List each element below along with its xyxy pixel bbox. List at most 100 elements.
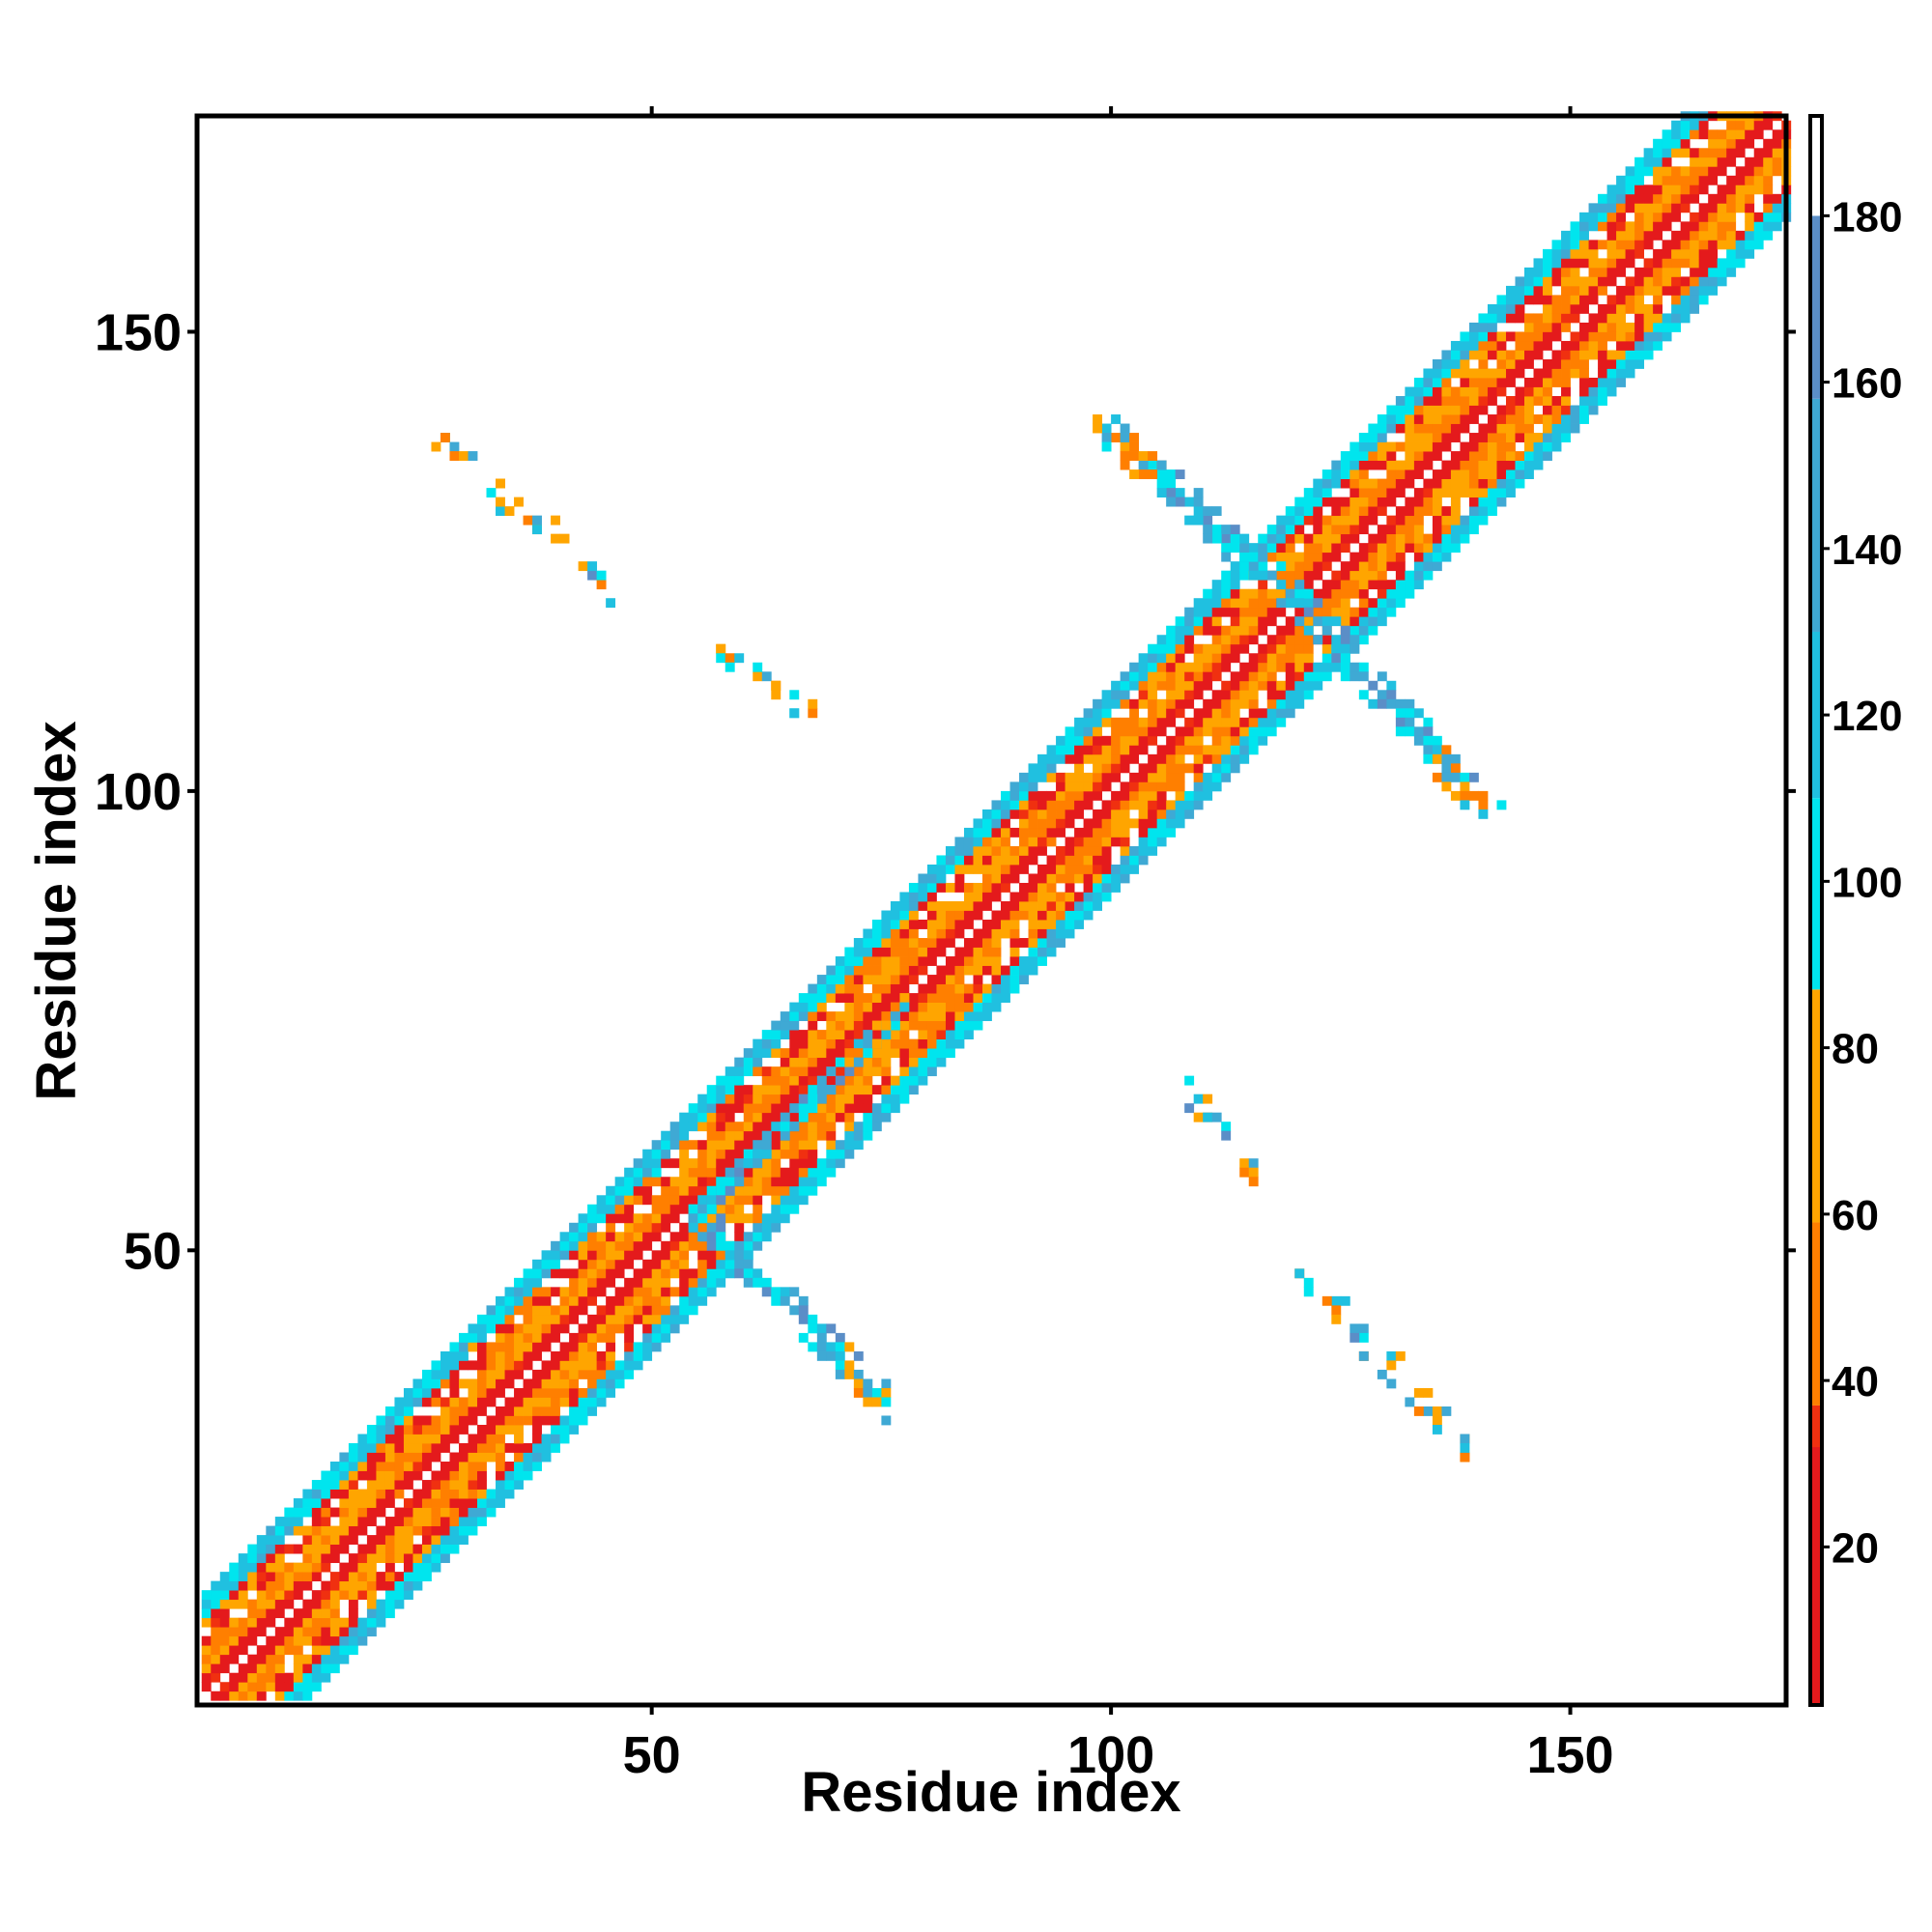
heatmap-cell xyxy=(724,1094,735,1104)
heatmap-cell xyxy=(440,433,450,442)
heatmap-cell xyxy=(394,1470,405,1481)
heatmap-cell xyxy=(1294,698,1305,709)
heatmap-cell xyxy=(1230,616,1240,627)
heatmap-cell xyxy=(403,1590,413,1601)
heatmap-cell xyxy=(1616,378,1626,387)
heatmap-cell xyxy=(1166,635,1177,645)
heatmap-cell xyxy=(504,1295,515,1306)
heatmap-cell xyxy=(1460,451,1470,461)
heatmap-cell xyxy=(1515,276,1525,287)
heatmap-cell xyxy=(1551,258,1562,269)
heatmap-cell xyxy=(1166,469,1177,479)
heatmap-cell xyxy=(761,1130,772,1141)
heatmap-cell xyxy=(1634,350,1645,360)
heatmap-cell xyxy=(1340,561,1350,572)
heatmap-cell xyxy=(697,1112,708,1122)
heatmap-cell xyxy=(1358,580,1369,590)
heatmap-cell xyxy=(1156,772,1167,782)
heatmap-cell xyxy=(1019,938,1029,948)
heatmap-cell xyxy=(798,1030,809,1040)
heatmap-cell xyxy=(1478,378,1489,387)
heatmap-cell xyxy=(1386,561,1397,572)
heatmap-cell xyxy=(1046,947,1057,957)
heatmap-cell xyxy=(945,1038,955,1049)
heatmap-cell xyxy=(753,1222,763,1233)
heatmap-cell xyxy=(826,1130,837,1141)
heatmap-cell xyxy=(1193,800,1204,810)
heatmap-cell xyxy=(1175,497,1185,507)
heatmap-cell xyxy=(1285,643,1295,654)
heatmap-cell xyxy=(1093,845,1103,856)
heatmap-cell xyxy=(1698,156,1709,167)
heatmap-cell xyxy=(559,1434,570,1444)
heatmap-cell xyxy=(899,975,910,984)
heatmap-cell xyxy=(963,938,974,948)
heatmap-cell xyxy=(523,515,533,526)
heatmap-cell xyxy=(587,1378,598,1389)
heatmap-cell xyxy=(384,1562,395,1573)
heatmap-cell xyxy=(1598,322,1607,332)
heatmap-cell xyxy=(1432,423,1442,434)
heatmap-cell xyxy=(1753,212,1764,222)
heatmap-cell xyxy=(624,1204,635,1214)
heatmap-cell xyxy=(753,671,763,682)
heatmap-cell xyxy=(808,983,818,994)
heatmap-cell xyxy=(963,983,974,994)
heatmap-cell xyxy=(1175,643,1185,654)
heatmap-cell xyxy=(1331,506,1342,517)
heatmap-cell xyxy=(1028,965,1038,976)
heatmap-cell xyxy=(936,993,947,1003)
heatmap-cell xyxy=(1294,588,1305,599)
heatmap-cell xyxy=(1708,248,1719,259)
heatmap-cell xyxy=(1065,882,1075,893)
heatmap-cell xyxy=(1579,368,1589,379)
heatmap-cell xyxy=(1358,478,1369,489)
heatmap-cell xyxy=(899,1094,910,1104)
heatmap-cell xyxy=(1009,900,1020,911)
heatmap-cell xyxy=(357,1572,368,1582)
heatmap-cell xyxy=(1625,166,1635,177)
heatmap-cell xyxy=(1358,598,1369,609)
heatmap-cell xyxy=(1074,790,1084,801)
heatmap-cell xyxy=(1662,267,1672,277)
heatmap-cell xyxy=(1634,313,1645,324)
heatmap-cell xyxy=(1193,735,1204,746)
heatmap-cell xyxy=(780,1149,790,1159)
heatmap-cell xyxy=(311,1682,322,1692)
heatmap-cell xyxy=(771,690,781,700)
heatmap-cell xyxy=(1276,662,1287,672)
heatmap-cell xyxy=(761,1122,772,1132)
heatmap-cell xyxy=(366,1489,377,1499)
heatmap-cell xyxy=(403,1462,413,1471)
heatmap-cell xyxy=(642,1314,653,1324)
heatmap-cell xyxy=(1350,671,1360,682)
heatmap-cell xyxy=(1120,818,1130,829)
heatmap-cell xyxy=(808,1002,818,1012)
heatmap-cell xyxy=(1303,497,1314,507)
colorbar-tick-label: 60 xyxy=(1832,1192,1879,1239)
heatmap-cell xyxy=(1698,185,1709,195)
heatmap-cell xyxy=(908,910,919,921)
heatmap-cell xyxy=(421,1387,432,1398)
heatmap-cell xyxy=(1313,525,1323,535)
heatmap-cell xyxy=(1450,414,1461,424)
heatmap-cell xyxy=(1643,148,1654,158)
heatmap-cell xyxy=(1303,690,1314,700)
heatmap-cell xyxy=(219,1608,230,1619)
heatmap-cell xyxy=(716,1268,726,1279)
heatmap-cell xyxy=(926,1030,937,1040)
heatmap-cell xyxy=(384,1480,395,1490)
heatmap-cell xyxy=(1056,873,1065,884)
heatmap-cell xyxy=(1745,185,1755,195)
heatmap-cell xyxy=(1745,240,1755,250)
heatmap-cell xyxy=(468,1360,478,1371)
heatmap-cell xyxy=(1763,185,1774,195)
heatmap-cell xyxy=(1331,598,1342,609)
heatmap-cell xyxy=(1074,892,1084,902)
heatmap-cell xyxy=(1065,873,1075,884)
heatmap-cell xyxy=(578,1305,588,1316)
heatmap-cell xyxy=(1321,662,1332,672)
heatmap-cell xyxy=(1468,790,1479,801)
heatmap-cell xyxy=(771,1158,781,1169)
heatmap-cell xyxy=(1340,616,1350,627)
